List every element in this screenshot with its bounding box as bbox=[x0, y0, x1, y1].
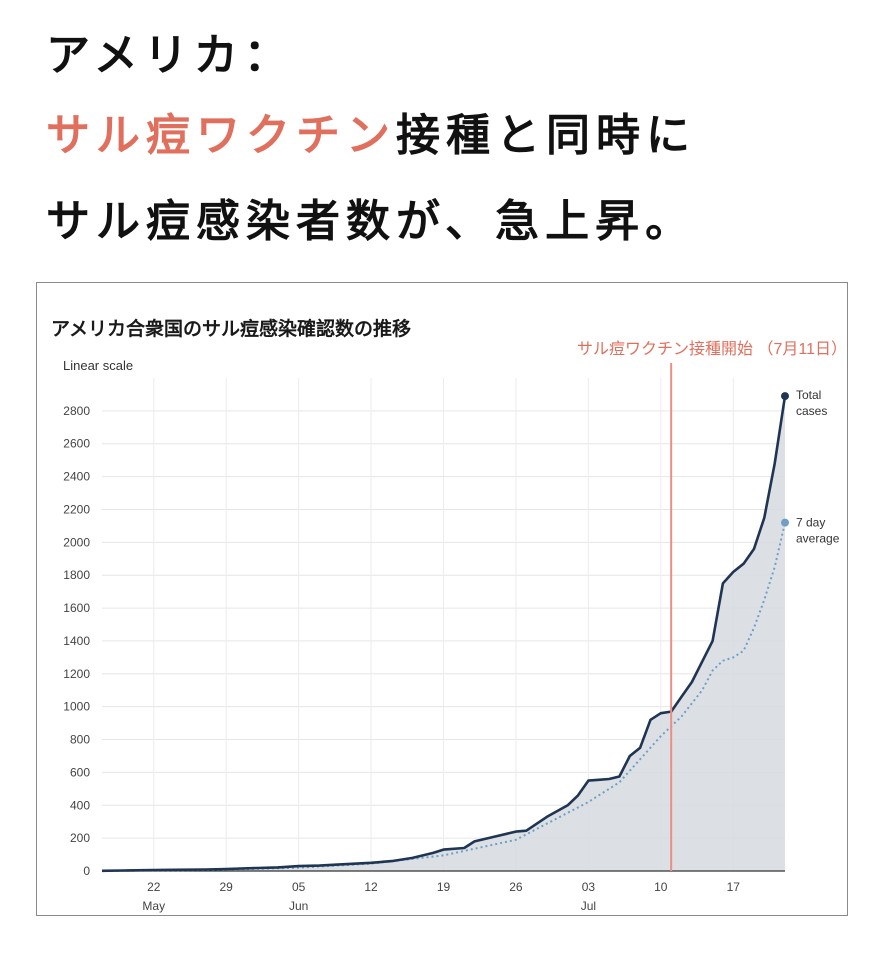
y-tick-label: 2200 bbox=[63, 502, 90, 516]
y-tick-label: 400 bbox=[70, 798, 90, 812]
x-month-label: Jun bbox=[289, 899, 308, 913]
x-tick-label: 22 bbox=[147, 880, 161, 894]
x-month-label: Jul bbox=[581, 899, 596, 913]
y-tick-label: 1200 bbox=[63, 667, 90, 681]
line-chart: アメリカ合衆国のサル痘感染確認数の推移 Linear scale 0 200 400… bbox=[51, 317, 847, 913]
x-tick-label: 10 bbox=[654, 880, 668, 894]
x-tick-label: 19 bbox=[437, 880, 451, 894]
x-tick-label: 03 bbox=[582, 880, 596, 894]
y-tick-label: 1800 bbox=[63, 568, 90, 582]
headline-line-2-rest: 接種と同時に bbox=[396, 110, 696, 161]
x-tick-label: 05 bbox=[292, 880, 306, 894]
headline-accent-text: サル痘ワクチン bbox=[46, 110, 396, 161]
chart-panel: アメリカ合衆国のサル痘感染確認数の推移 Linear scale 0 200 400… bbox=[36, 282, 848, 916]
x-tick-label: 26 bbox=[509, 880, 523, 894]
y-tick-label: 0 bbox=[83, 864, 90, 878]
y-tick-label: 800 bbox=[70, 733, 90, 747]
total-cases-line bbox=[101, 395, 787, 873]
scale-label: Linear scale bbox=[63, 358, 133, 373]
total-cases-area bbox=[102, 396, 785, 871]
y-tick-label: 2000 bbox=[63, 535, 90, 549]
headline-line-3: サル痘感染者数が、急上昇。 bbox=[46, 200, 695, 244]
x-tick-label: 29 bbox=[220, 880, 234, 894]
y-tick-label: 200 bbox=[70, 831, 90, 845]
total-cases-label-line-1: Total bbox=[796, 388, 821, 402]
seven-day-average-endpoint bbox=[781, 518, 789, 527]
y-tick-label: 1400 bbox=[63, 634, 90, 648]
seven-day-average-label-line-1: 7 day bbox=[796, 516, 825, 530]
x-month-label: May bbox=[142, 899, 165, 913]
y-tick-label: 1600 bbox=[63, 601, 90, 615]
x-tick-label: 17 bbox=[727, 880, 741, 894]
total-cases-label-line-2: cases bbox=[796, 404, 827, 418]
seven-day-average-label-line-2: average bbox=[796, 532, 840, 546]
headline-line-3-text: サル痘感染者数が、急上昇。 bbox=[46, 196, 696, 247]
vaccination-start-label: サル痘ワクチン接種開始 （7月11日） bbox=[577, 340, 847, 358]
x-tick-label: 12 bbox=[364, 880, 378, 894]
headline-line-2: サル痘ワクチン接種と同時に bbox=[46, 114, 696, 158]
y-tick-label: 1000 bbox=[63, 700, 90, 714]
total-cases-endpoint bbox=[781, 392, 789, 401]
headline-line-1-text: アメリカ： bbox=[46, 30, 294, 81]
headline-line-1: アメリカ： bbox=[46, 34, 294, 78]
chart-title: アメリカ合衆国のサル痘感染確認数の推移 bbox=[51, 317, 411, 340]
y-tick-label: 2600 bbox=[63, 437, 90, 451]
y-tick-label: 600 bbox=[70, 765, 90, 779]
y-tick-label: 2800 bbox=[63, 404, 90, 418]
y-tick-label: 2400 bbox=[63, 470, 90, 484]
